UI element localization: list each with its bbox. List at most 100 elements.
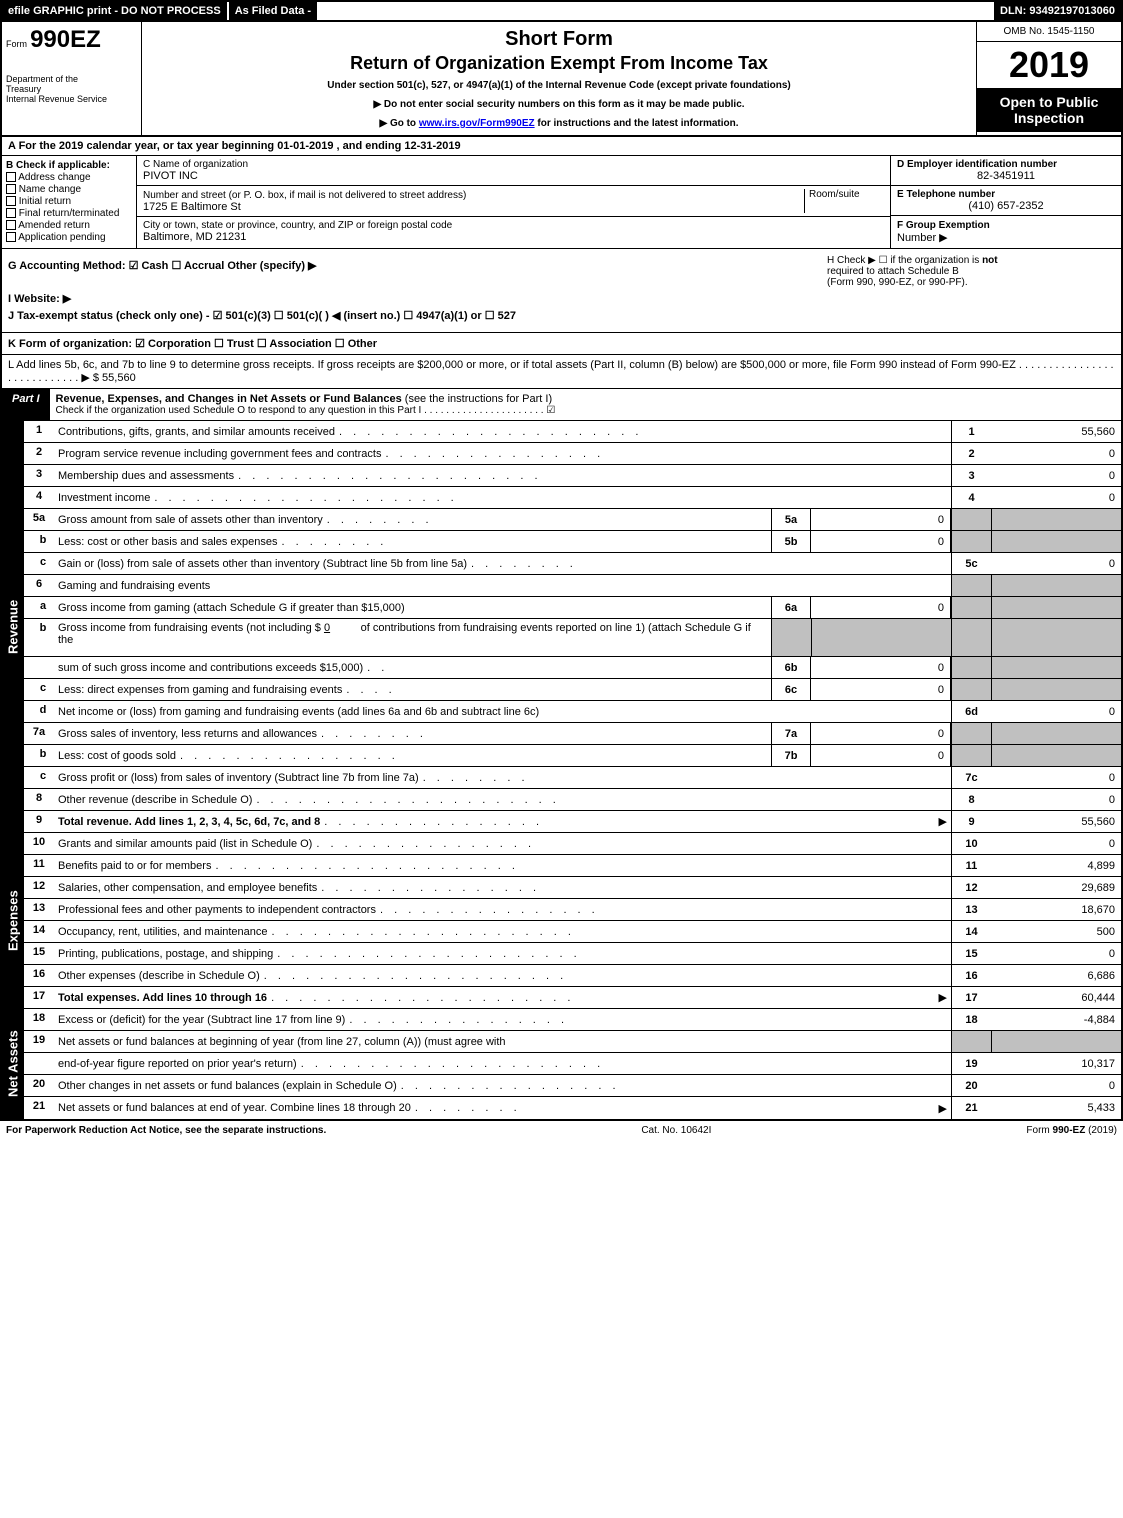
part-label: Part I	[2, 389, 50, 420]
l3-desc: Membership dues and assessments	[58, 470, 234, 482]
g-line: G Accounting Method: ☑ Cash ☐ Accrual Ot…	[8, 259, 815, 272]
l19-r: 19	[951, 1053, 991, 1074]
l19-gray1	[951, 1031, 991, 1052]
l7c-num: c	[24, 767, 54, 788]
f-label2: Number ▶	[897, 232, 948, 244]
l3-dots: . . . . . . . . . . . . . . . . . . . . …	[238, 470, 943, 482]
l5a-dots: . . . . . . . .	[327, 514, 763, 526]
l1-v: 55,560	[991, 421, 1121, 442]
cb-final[interactable]	[6, 208, 16, 218]
l7c-desc: Gross profit or (loss) from sales of inv…	[58, 772, 419, 784]
revenue-content: 1 Contributions, gifts, grants, and simi…	[24, 421, 1121, 833]
gi-section: G Accounting Method: ☑ Cash ☐ Accrual Ot…	[2, 249, 1121, 333]
line-1: 1 Contributions, gifts, grants, and simi…	[24, 421, 1121, 443]
l6b1-g1	[771, 619, 811, 656]
expenses-section: Expenses 10 Grants and similar amounts p…	[2, 833, 1121, 1009]
l6b-d2: sum of such gross income and contributio…	[58, 662, 363, 674]
line-6a: a Gross income from gaming (attach Sched…	[24, 597, 1121, 619]
l6c-gray1	[951, 679, 991, 700]
l6-gray2	[991, 575, 1121, 596]
l5b-gray2	[991, 531, 1121, 552]
l7b-gray2	[991, 745, 1121, 766]
l10-v: 0	[991, 833, 1121, 854]
l19-v: 10,317	[991, 1053, 1121, 1074]
l11-r: 11	[951, 855, 991, 876]
omb-number: OMB No. 1545-1150	[977, 22, 1121, 42]
l16-v: 6,686	[991, 965, 1121, 986]
l7b-num: b	[24, 745, 54, 766]
form-number: 990EZ	[30, 26, 101, 53]
l1-desc: Contributions, gifts, grants, and simila…	[58, 426, 335, 438]
header-left: Form 990EZ Department of the Treasury In…	[2, 22, 142, 135]
l20-desc: Other changes in net assets or fund bala…	[58, 1080, 397, 1092]
l6-desc: Gaming and fundraising events	[58, 580, 210, 592]
form-container: efile GRAPHIC print - DO NOT PROCESS As …	[0, 0, 1123, 1121]
l4-num: 4	[24, 487, 54, 508]
l19-dots: . . . . . . . . . . . . . . . . . . . . …	[301, 1058, 943, 1070]
l13-v: 18,670	[991, 899, 1121, 920]
l6a-desc: Gross income from gaming (attach Schedul…	[58, 602, 405, 614]
l18-num: 18	[24, 1009, 54, 1030]
l5b-b: 5b	[771, 531, 811, 552]
l12-dots: . . . . . . . . . . . . . . . .	[321, 882, 943, 894]
l15-dots: . . . . . . . . . . . . . . . . . . . . …	[277, 948, 943, 960]
line-6b-2: sum of such gross income and contributio…	[24, 657, 1121, 679]
l17-v: 60,444	[991, 987, 1121, 1008]
l7a-dots: . . . . . . . .	[321, 728, 763, 740]
row-a: A For the 2019 calendar year, or tax yea…	[2, 137, 1121, 156]
line-5c: c Gain or (loss) from sale of assets oth…	[24, 553, 1121, 575]
l8-desc: Other revenue (describe in Schedule O)	[58, 794, 252, 806]
irs-link[interactable]: www.irs.gov/Form990EZ	[419, 118, 535, 129]
line-21: 21 Net assets or fund balances at end of…	[24, 1097, 1121, 1119]
l14-v: 500	[991, 921, 1121, 942]
l5a-desc: Gross amount from sale of assets other t…	[58, 514, 323, 526]
b-item-1: Name change	[19, 184, 81, 195]
line-5a: 5a Gross amount from sale of assets othe…	[24, 509, 1121, 531]
l5c-r: 5c	[951, 553, 991, 574]
l6b2-num	[24, 657, 54, 678]
footer-right-post: (2019)	[1085, 1125, 1117, 1136]
j-line: J Tax-exempt status (check only one) - ☑…	[8, 309, 815, 322]
l11-dots: . . . . . . . . . . . . . . . . . . . . …	[215, 860, 943, 872]
l2-dots: . . . . . . . . . . . . . . . .	[385, 448, 943, 460]
l6b1-gray2	[991, 619, 1121, 656]
l7a-desc: Gross sales of inventory, less returns a…	[58, 728, 317, 740]
cb-amended[interactable]	[6, 220, 16, 230]
l5c-desc: Gain or (loss) from sale of assets other…	[58, 558, 467, 570]
l15-desc: Printing, publications, postage, and shi…	[58, 948, 273, 960]
d-label: D Employer identification number	[897, 159, 1115, 170]
l16-desc: Other expenses (describe in Schedule O)	[58, 970, 260, 982]
l7c-r: 7c	[951, 767, 991, 788]
l17-r: 17	[951, 987, 991, 1008]
ein-value: 82-3451911	[897, 170, 1115, 182]
col-c: C Name of organization PIVOT INC Number …	[137, 156, 891, 248]
l20-r: 20	[951, 1075, 991, 1096]
expenses-label: Expenses	[2, 833, 24, 1009]
l6c-bv: 0	[811, 679, 951, 700]
cb-pending[interactable]	[6, 232, 16, 242]
l9-desc: Total revenue. Add lines 1, 2, 3, 4, 5c,…	[58, 816, 320, 828]
revenue-section: Revenue 1 Contributions, gifts, grants, …	[2, 421, 1121, 833]
cb-address[interactable]	[6, 172, 16, 182]
l5a-num: 5a	[24, 509, 54, 530]
filed-label: As Filed Data -	[229, 2, 317, 20]
line-7c: c Gross profit or (loss) from sales of i…	[24, 767, 1121, 789]
part-header: Part I Revenue, Expenses, and Changes in…	[2, 389, 1121, 421]
netassets-section: Net Assets 18 Excess or (deficit) for th…	[2, 1009, 1121, 1119]
netassets-label: Net Assets	[2, 1009, 24, 1119]
line-14: 14 Occupancy, rent, utilities, and maint…	[24, 921, 1121, 943]
dept1: Department of the	[6, 74, 137, 84]
l6b-b: 6b	[771, 657, 811, 678]
col-b: B Check if applicable: Address change Na…	[2, 156, 137, 248]
efile-label: efile GRAPHIC print - DO NOT PROCESS	[2, 2, 227, 20]
cb-name[interactable]	[6, 184, 16, 194]
l20-v: 0	[991, 1075, 1121, 1096]
l7b-desc: Less: cost of goods sold	[58, 750, 176, 762]
cb-initial[interactable]	[6, 196, 16, 206]
c-label-city: City or town, state or province, country…	[143, 220, 884, 231]
l18-desc: Excess or (deficit) for the year (Subtra…	[58, 1014, 345, 1026]
l6a-b: 6a	[771, 597, 811, 618]
arrow2-post: for instructions and the latest informat…	[535, 118, 739, 129]
j-text: J Tax-exempt status (check only one) - ☑…	[8, 310, 516, 322]
l14-dots: . . . . . . . . . . . . . . . . . . . . …	[272, 926, 943, 938]
